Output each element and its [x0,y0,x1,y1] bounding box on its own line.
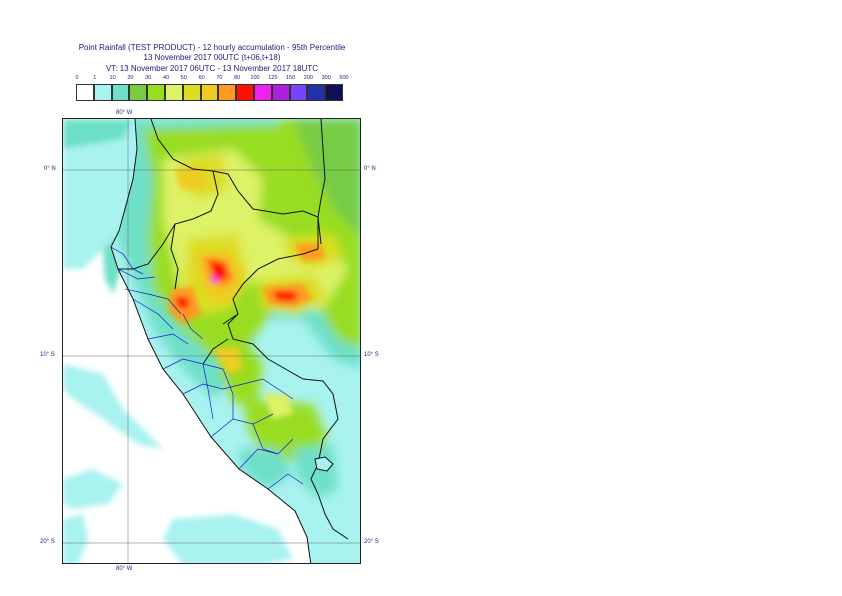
lat-label-left: 0° N [44,166,56,172]
legend-tick-label: 30 [145,75,152,81]
title-line-2: 13 November 2017 00UTC (t+06,t+18) [143,53,281,62]
lat-label-right: 10° S [364,352,379,358]
legend-tick-label: 200 [303,75,313,81]
legend-swatch [325,84,343,101]
legend-swatch [147,84,165,101]
rainfall-map [62,118,361,564]
legend-swatch [182,84,201,101]
legend-tick-label: 50 [180,75,187,81]
legend-tick-label: 0 [75,75,79,81]
legend-swatch [271,84,290,101]
legend-tick-label: 40 [162,75,170,81]
lon-label-bottom: 80° W [116,566,133,572]
legend-swatch [165,84,183,101]
admin-boundaries [110,246,304,490]
title-line-1: Point Rainfall (TEST PRODUCT) - 12 hourl… [78,43,346,52]
legend-tick-label: 80 [234,75,241,81]
graticule [63,119,360,563]
ocean-rain-patches [63,119,293,563]
lat-label-right: 20° S [364,539,379,545]
legend-tick-label: 300 [321,75,331,81]
legend-swatch [76,84,94,101]
country-borders [110,119,349,563]
map-canvas [63,119,360,563]
legend-swatch [289,84,308,101]
legend-tick-label: 20 [127,75,134,81]
lat-label-right: 0° N [364,166,376,172]
legend-tick-label: 500 [339,75,349,81]
legend-tick-label: 10 [109,75,116,81]
legend-swatch [129,84,148,101]
legend-swatch [218,84,237,101]
legend-tick-label: 150 [286,75,296,81]
legend-swatch [93,84,112,101]
legend-tick-label: 60 [198,75,205,81]
lat-label-left: 10° S [40,352,55,358]
legend-tick-label: 125 [268,75,278,81]
legend-swatch [111,84,130,101]
legend-tick-label: 70 [216,75,223,81]
legend-tick-label: 1 [93,75,97,81]
legend-swatch [236,84,254,101]
lon-label-top: 80° W [116,110,133,116]
legend-swatch [254,84,272,101]
legend-swatch [200,84,219,101]
legend-tick-label: 100 [250,75,260,81]
title-line-3: VT: 13 November 2017 06UTC - 13 November… [105,64,319,73]
legend-swatch [307,84,326,101]
lat-label-left: 20° S [40,539,55,545]
